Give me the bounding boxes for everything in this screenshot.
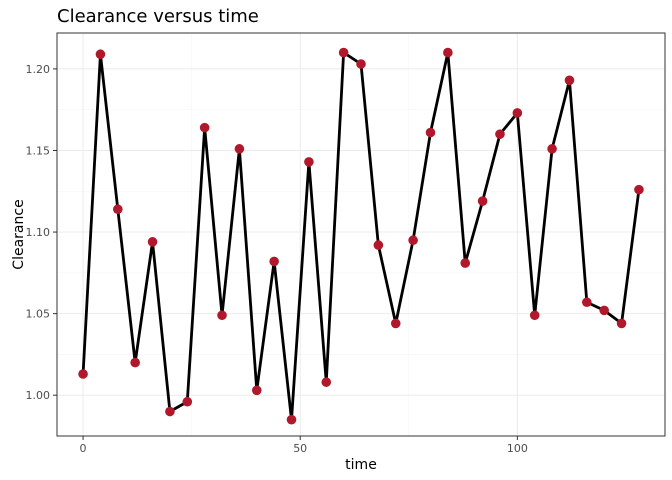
data-point [564,75,575,86]
data-point [95,49,106,60]
data-point [199,122,210,133]
data-point [286,414,297,425]
data-point [304,157,314,167]
data-point [234,144,245,154]
x-axis-title: time [345,457,377,473]
data-point [78,369,88,379]
y-tick-label: 1.15 [26,144,51,157]
data-point [269,256,279,267]
x-tick-label: 0 [80,442,87,455]
data-point [217,310,227,321]
data-point [338,47,349,58]
series-line [81,51,641,422]
data-point [477,196,488,206]
chart-title: Clearance versus time [57,6,259,27]
grid [57,33,665,437]
y-tick-label: 1.00 [26,389,51,402]
series-line-layer [81,51,641,422]
data-point [634,184,644,195]
x-tick-label: 100 [507,442,528,455]
data-point [408,235,418,246]
data-point [165,406,175,417]
data-point [130,357,140,368]
data-point [113,204,123,215]
data-point [582,297,592,308]
data-point [512,108,523,118]
panel-border [56,32,666,437]
y-tick-label: 1.20 [26,63,51,76]
y-tick-label: 1.05 [26,308,51,321]
data-point [425,127,436,138]
data-point [599,305,609,316]
data-point [182,396,193,407]
data-point [616,318,627,329]
data-point [251,385,262,396]
data-points [78,47,644,425]
data-point [529,310,540,321]
data-point [321,377,332,387]
data-point [147,237,158,247]
data-point [390,318,401,329]
data-point [356,59,366,69]
y-axis-title: Clearance [11,199,27,269]
data-point [443,47,453,58]
axes: 0 50 100 1.00 1.05 1.10 1.15 1.20 [26,63,528,455]
data-point [373,240,384,250]
y-tick-label: 1.10 [26,226,51,239]
data-point [547,144,557,154]
data-point [495,129,505,139]
x-tick-label: 50 [293,442,307,455]
data-point [460,258,471,268]
